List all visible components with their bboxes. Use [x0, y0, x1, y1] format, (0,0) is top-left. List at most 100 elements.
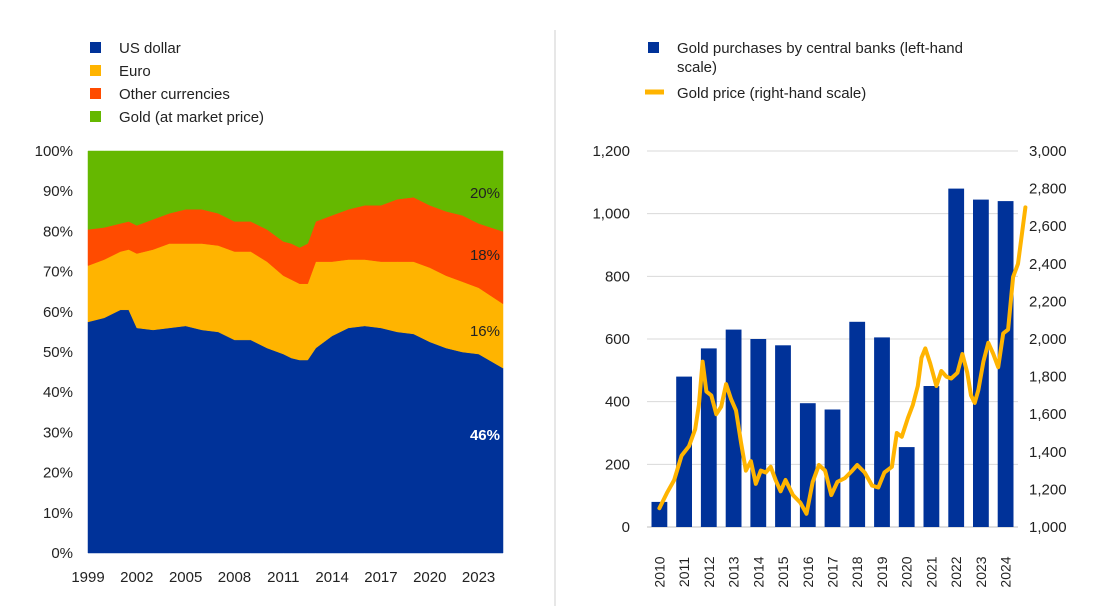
right-y-tick-label: 1,000 — [1029, 519, 1067, 536]
bar-2012 — [700, 348, 717, 527]
legend-label-gold-price: Gold price (right-hand scale) — [677, 85, 866, 102]
right-legend: Gold purchases by central banks (left-ha… — [645, 40, 967, 102]
legend-item-gold-purchases: Gold purchases by central banks (left-ha… — [648, 40, 967, 76]
right-y-tick-label: 2,400 — [1029, 256, 1067, 273]
y-tick-label: 10% — [43, 505, 73, 522]
x-tick-label: 2023 — [462, 569, 495, 586]
left-y-tick-label: 0 — [622, 519, 630, 536]
bar-2019 — [874, 337, 890, 527]
data-label-euro: 16% — [470, 323, 500, 340]
right-y-tick-label: 3,000 — [1029, 143, 1067, 160]
left-y-tick-label: 1,000 — [592, 206, 630, 223]
y-tick-label: 60% — [43, 304, 73, 321]
bar-2022 — [948, 188, 965, 527]
legend-label-euro: Euro — [119, 63, 151, 80]
left-y-tick-label: 200 — [605, 456, 630, 473]
x-tick-label-2020: 2020 — [899, 556, 915, 587]
bar-2014 — [750, 339, 767, 527]
bar-2018 — [849, 321, 866, 527]
gold-purchases-chart: Gold purchases by central banks (left-ha… — [592, 40, 1066, 588]
left-y-tick-label: 1,200 — [592, 143, 630, 160]
y-tick-label: 80% — [43, 223, 73, 240]
x-tick-label: 2002 — [120, 569, 153, 586]
legend-label-other-currencies: Other currencies — [119, 86, 230, 103]
bar-2024 — [997, 201, 1014, 527]
left-y-tick-label: 600 — [605, 331, 630, 348]
y-tick-label: 0% — [51, 545, 73, 562]
y-tick-label: 100% — [35, 143, 73, 160]
legend-swatch-euro — [90, 65, 101, 76]
x-tick-label-2011: 2011 — [676, 557, 692, 587]
legend-swatch-other-currencies — [90, 88, 101, 99]
legend-swatch-us-dollar — [90, 42, 101, 53]
x-tick-label-2016: 2016 — [800, 556, 816, 587]
x-tick-label-2022: 2022 — [948, 556, 964, 587]
x-tick-label: 2005 — [169, 569, 202, 586]
x-tick-label: 2011 — [267, 569, 299, 586]
x-tick-label-2019: 2019 — [874, 556, 890, 587]
y-tick-label: 30% — [43, 424, 73, 441]
y-tick-label: 70% — [43, 264, 73, 281]
right-y-tick-label: 1,200 — [1029, 481, 1067, 498]
x-tick-label-2023: 2023 — [973, 556, 989, 587]
legend-item-other-currencies: Other currencies — [90, 86, 230, 103]
x-tick-label: 2014 — [315, 569, 348, 586]
right-y-tick-label: 2,600 — [1029, 218, 1067, 235]
x-tick-label: 2020 — [413, 569, 446, 586]
purchase-bars — [651, 188, 1014, 527]
right-y-tick-label: 2,800 — [1029, 181, 1067, 198]
x-tick-label-2021: 2021 — [923, 556, 939, 587]
x-tick-label-2017: 2017 — [825, 556, 841, 587]
bar-2021 — [923, 386, 940, 527]
bar-2023 — [973, 199, 989, 527]
legend-swatch-gold — [90, 111, 101, 122]
legend-item-gold-price: Gold price (right-hand scale) — [645, 85, 866, 102]
x-tick-label-2010: 2010 — [651, 556, 667, 587]
left-legend: US dollar Euro Other currencies Gold (at… — [90, 40, 264, 126]
legend-label-gold-purchases: Gold purchases by central banks (left-ha… — [677, 40, 967, 76]
gold-price-series-line — [657, 205, 1028, 516]
right-y-tick-label: 1,600 — [1029, 406, 1067, 423]
left-y-tick-label: 400 — [605, 394, 630, 411]
x-tick-label-2018: 2018 — [849, 556, 865, 587]
x-tick-label-2024: 2024 — [998, 556, 1014, 587]
bar-2010 — [651, 501, 668, 527]
reserve-composition-chart: US dollar Euro Other currencies Gold (at… — [35, 40, 504, 586]
right-y-tick-label: 2,000 — [1029, 331, 1067, 348]
left-data-labels: 46% 16% 18% 20% — [470, 185, 500, 444]
x-tick-label: 2008 — [218, 569, 251, 586]
legend-item-euro: Euro — [90, 63, 151, 80]
right-chart-x-axis: 2010 2011 2012 2013 2014 2015 2016 2017 2018 2019… — [651, 556, 1013, 587]
right-chart-right-axis: 1,000 1,200 1,400 1,600 1,800 2,000 2,200 2,400… — [1029, 143, 1067, 536]
legend-swatch-gold-purchases — [648, 42, 659, 53]
gold-price-line — [657, 205, 1028, 516]
x-tick-label: 2017 — [364, 569, 397, 586]
y-tick-label: 90% — [43, 183, 73, 200]
left-x-axis: 1999 2002 2005 2008 2011 2014 2017 2020 2023 — [71, 569, 495, 586]
left-y-axis: 0% 10% 20% 30% 40% 50% 60% 70% 80% 90% 100% — [35, 143, 73, 562]
x-tick-label: 1999 — [71, 569, 104, 586]
left-y-tick-label: 800 — [605, 268, 630, 285]
x-tick-label-2013: 2013 — [726, 556, 742, 587]
data-label-other-currencies: 18% — [470, 247, 500, 264]
x-tick-label-2014: 2014 — [750, 556, 766, 587]
legend-label-us-dollar: US dollar — [119, 40, 181, 57]
bar-2015 — [775, 345, 791, 527]
x-tick-label-2012: 2012 — [701, 556, 717, 587]
stacked-areas — [87, 150, 504, 554]
right-y-tick-label: 1,800 — [1029, 369, 1067, 386]
y-tick-label: 40% — [43, 384, 73, 401]
bar-2017 — [824, 409, 841, 527]
x-tick-label-2015: 2015 — [775, 556, 791, 587]
right-chart-left-axis: 0 200 400 600 800 1,000 1,200 — [592, 143, 630, 536]
data-label-gold: 20% — [470, 185, 500, 202]
legend-label-gold: Gold (at market price) — [119, 109, 264, 126]
legend-item-gold: Gold (at market price) — [90, 109, 264, 126]
right-y-tick-label: 1,400 — [1029, 444, 1067, 461]
bar-2013 — [725, 329, 742, 527]
area-gold-at-market-price — [87, 150, 504, 248]
right-y-tick-label: 2,200 — [1029, 293, 1067, 310]
y-tick-label: 50% — [43, 344, 73, 361]
data-label-us-dollar: 46% — [470, 427, 500, 444]
